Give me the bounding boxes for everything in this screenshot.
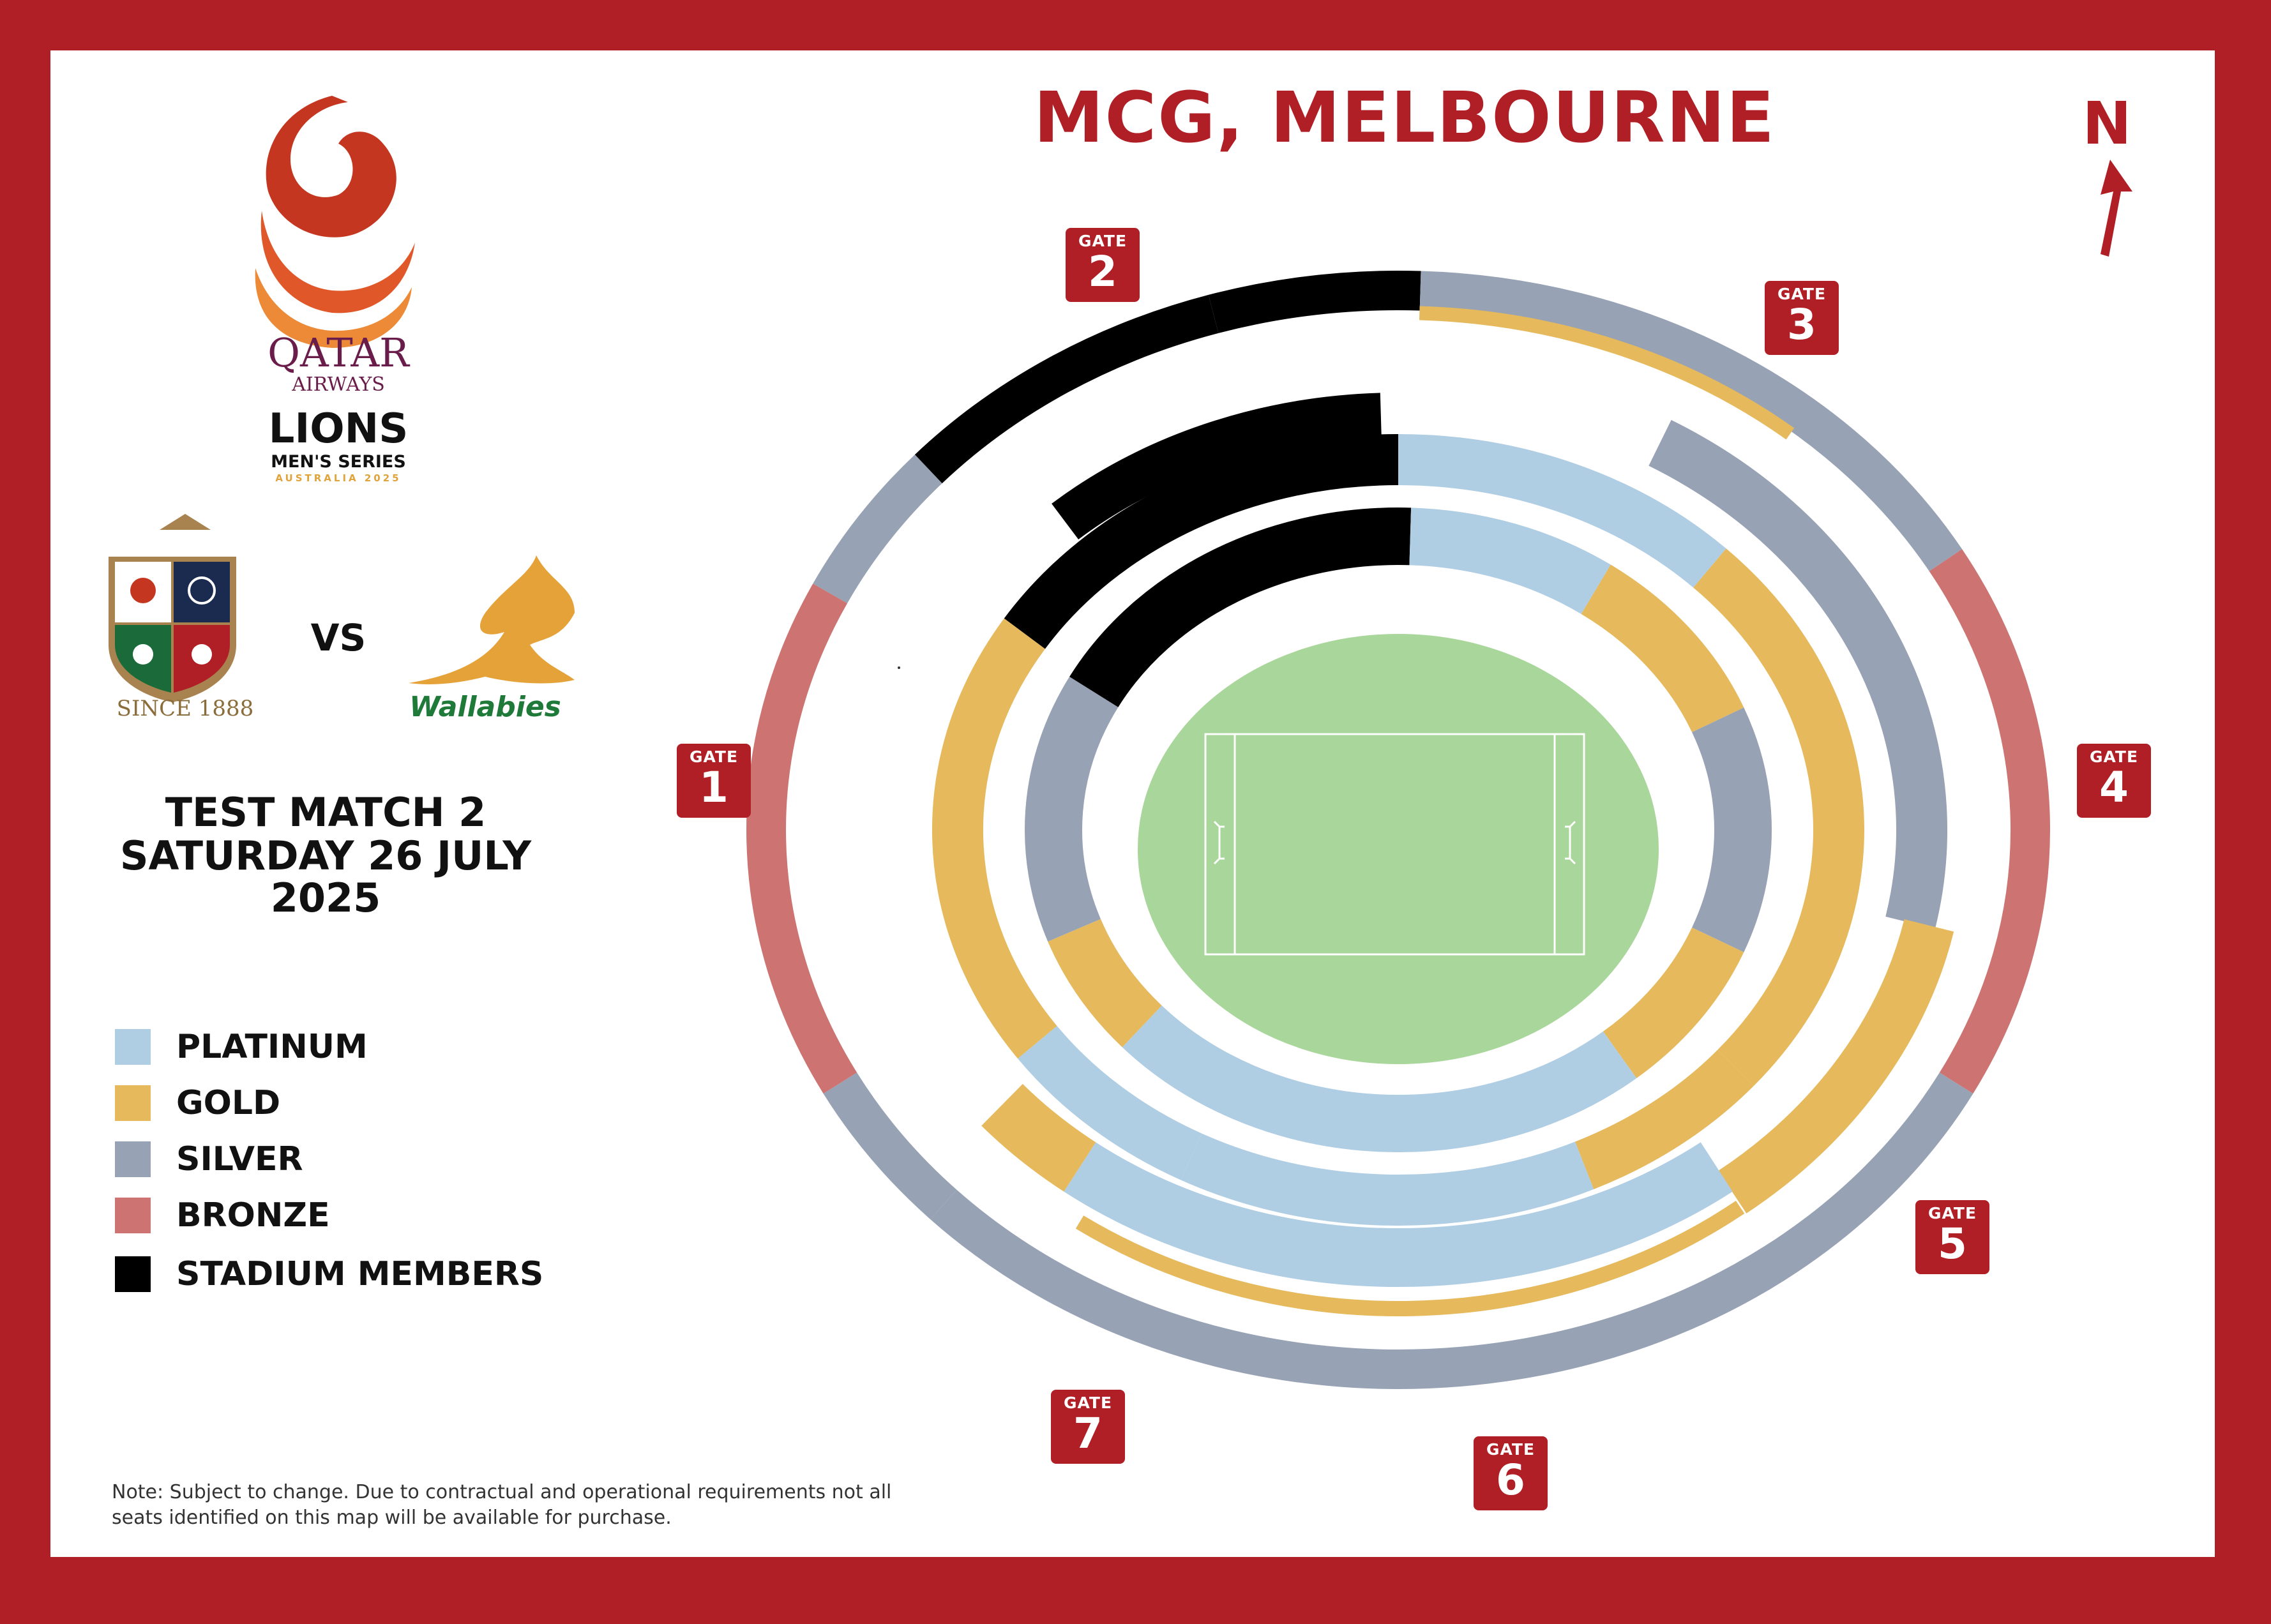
legend-label: STADIUM MEMBERS	[176, 1255, 544, 1293]
legend-swatch	[115, 1085, 151, 1121]
gate-5-marker: GATE 5	[1915, 1200, 1989, 1274]
gold-section	[1603, 927, 1744, 1079]
silver-section	[1649, 419, 1947, 929]
platinum-section	[1018, 1025, 1202, 1180]
gate-label: GATE	[1063, 1394, 1113, 1412]
gate-number: 6	[1496, 1455, 1525, 1505]
gate-number: 3	[1787, 300, 1816, 349]
disclaimer-note: Note: Subject to change. Due to contract…	[112, 1481, 892, 1529]
since-1888-text: SINCE 1888	[116, 696, 254, 721]
gold-section	[1419, 306, 1795, 440]
members-section	[914, 294, 1219, 484]
silver-section	[813, 455, 942, 604]
rugby-pitch-lines	[1204, 733, 1585, 956]
legend-label: GOLD	[176, 1084, 281, 1122]
venue-title: MCG, MELBOURNE	[1034, 77, 1776, 158]
legend-label: SILVER	[176, 1140, 303, 1178]
silver-section	[930, 1072, 1973, 1389]
north-label: N	[2082, 89, 2132, 158]
platinum-section	[1064, 1142, 1733, 1288]
bronze-section	[746, 583, 857, 1094]
match-title: TEST MATCH 2	[165, 789, 487, 836]
wallabies-logo	[409, 555, 575, 684]
members-section	[1004, 434, 1399, 649]
gate-number: 2	[1088, 247, 1117, 296]
gate-label: GATE	[2089, 748, 2139, 766]
gate-number: 5	[1938, 1219, 1967, 1268]
legend-label: PLATINUM	[176, 1028, 368, 1066]
map-dot	[898, 666, 900, 669]
gate-6-marker: GATE 6	[1474, 1436, 1548, 1510]
gate-label: GATE	[1928, 1204, 1977, 1222]
gold-section	[1574, 1049, 1754, 1189]
legend-swatch	[115, 1256, 151, 1292]
gate-1-marker: GATE 1	[677, 744, 751, 818]
platinum-section	[1122, 1005, 1637, 1152]
north-arrow-icon	[2101, 160, 2132, 257]
gate-label: GATE	[689, 748, 739, 766]
match-date: SATURDAY 26 JULY 2025	[119, 832, 532, 921]
silver-section	[1691, 707, 1772, 952]
gate-label: GATE	[1777, 285, 1827, 303]
lions-wordmark: LIONS	[268, 405, 409, 453]
silver-section	[1419, 271, 1963, 571]
versus-label: VS	[310, 616, 366, 659]
mens-series-wordmark: MEN'S SERIES	[271, 452, 406, 472]
gold-section	[981, 1083, 1096, 1192]
gate-number: 4	[2099, 763, 2129, 812]
gold-section	[1075, 1201, 1745, 1317]
members-section	[1052, 393, 1382, 540]
legend-label: BRONZE	[176, 1196, 330, 1235]
qatar-wordmark: QATAR	[268, 329, 409, 376]
gold-section	[1581, 564, 1744, 733]
gate-2-marker: GATE 2	[1066, 228, 1140, 302]
gate-label: GATE	[1078, 232, 1128, 250]
legend-swatch	[115, 1141, 151, 1177]
platinum-section	[1181, 1133, 1594, 1226]
platinum-section	[1409, 508, 1611, 615]
silver-section	[1025, 677, 1119, 942]
platinum-section	[1398, 434, 1726, 588]
members-section	[1069, 508, 1412, 708]
gate-7-marker: GATE 7	[1051, 1390, 1125, 1464]
wallabies-wordmark: Wallabies	[409, 691, 561, 723]
gold-section	[1718, 919, 1954, 1214]
playing-field	[1129, 625, 1668, 1073]
gold-section	[1048, 918, 1163, 1048]
gate-3-marker: GATE 3	[1765, 281, 1839, 355]
gate-4-marker: GATE 4	[2077, 744, 2151, 818]
legend-swatch	[115, 1029, 151, 1065]
gold-section	[1693, 548, 1864, 1086]
gate-label: GATE	[1486, 1440, 1535, 1459]
qatar-airways-swirl-logo	[255, 96, 415, 348]
members-section	[1208, 271, 1421, 333]
gold-section	[932, 618, 1057, 1059]
australia-2025-wordmark: AUSTRALIA 2025	[275, 472, 402, 484]
lions-crest-logo	[109, 514, 236, 702]
bronze-section	[1929, 549, 2050, 1094]
seating-rings	[746, 271, 2050, 1389]
legend-swatch	[115, 1198, 151, 1233]
silver-section	[823, 1072, 957, 1220]
airways-wordmark: AIRWAYS	[292, 373, 385, 396]
gate-number: 1	[699, 763, 728, 812]
gate-number: 7	[1073, 1409, 1103, 1458]
